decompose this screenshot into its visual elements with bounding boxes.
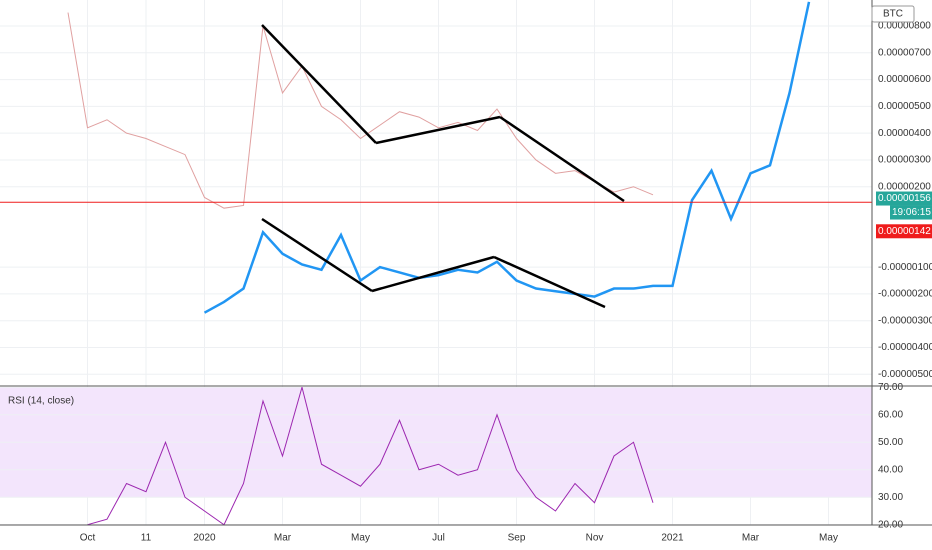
x-tick-label: May	[351, 533, 370, 544]
y-tick-label: 0.00000300	[878, 155, 931, 166]
y-tick-label: 0.00000500	[878, 101, 931, 112]
trend-line	[499, 115, 625, 203]
y-tick-label: 30.00	[878, 492, 903, 503]
y-tick-label: 70.00	[878, 382, 903, 393]
y-tick-label: 0.00000200	[878, 181, 931, 192]
pane	[0, 1, 872, 375]
series-line	[87, 387, 654, 525]
trend-line	[261, 24, 377, 144]
pane-title: RSI (14, close)	[8, 396, 74, 407]
pane	[0, 387, 872, 525]
y-tick-label: 0.00000700	[878, 47, 931, 58]
y-tick-label: -0.00000300	[878, 315, 932, 326]
y-tick-label: 40.00	[878, 464, 903, 475]
y-tick-label: 0.00000800	[878, 21, 931, 32]
trend-line	[371, 255, 495, 293]
x-tick-label: Sep	[508, 533, 526, 544]
price-badge	[876, 191, 932, 206]
y-tick-label: -0.00000400	[878, 342, 932, 353]
x-tick-label: Mar	[274, 533, 292, 544]
countdown-badge	[890, 205, 932, 220]
x-tick-label: Nov	[586, 533, 604, 544]
trend-line	[261, 217, 373, 293]
y-tick-label: -0.00000200	[878, 289, 932, 300]
series-line	[67, 12, 654, 209]
x-tick-label: 2020	[193, 533, 216, 544]
x-tick-label: Jul	[432, 533, 445, 544]
x-tick-label: 11	[141, 533, 152, 544]
y-tick-label: 0.00000400	[878, 128, 931, 139]
y-tick-label: -0.00000500	[878, 369, 932, 380]
countdown-label: 19:06:15	[892, 207, 931, 218]
price-badge	[876, 224, 932, 239]
y-tick-label: 60.00	[878, 409, 903, 420]
y-tick-label: 50.00	[878, 437, 903, 448]
series-line	[203, 1, 811, 314]
currency-badge	[871, 5, 915, 23]
y-tick-label: -0.00000100	[878, 262, 932, 273]
trend-line	[493, 255, 606, 309]
x-tick-label: May	[819, 533, 838, 544]
trend-line	[375, 115, 501, 145]
y-tick-label: 0.00000600	[878, 74, 931, 85]
x-tick-label: Oct	[80, 533, 96, 544]
price-badge-label: 0.00000156	[878, 193, 931, 204]
x-tick-label: 2021	[661, 533, 684, 544]
currency-label: BTC	[883, 9, 903, 20]
price-badge-label: 0.00000142	[878, 226, 931, 237]
x-tick-label: Mar	[742, 533, 760, 544]
